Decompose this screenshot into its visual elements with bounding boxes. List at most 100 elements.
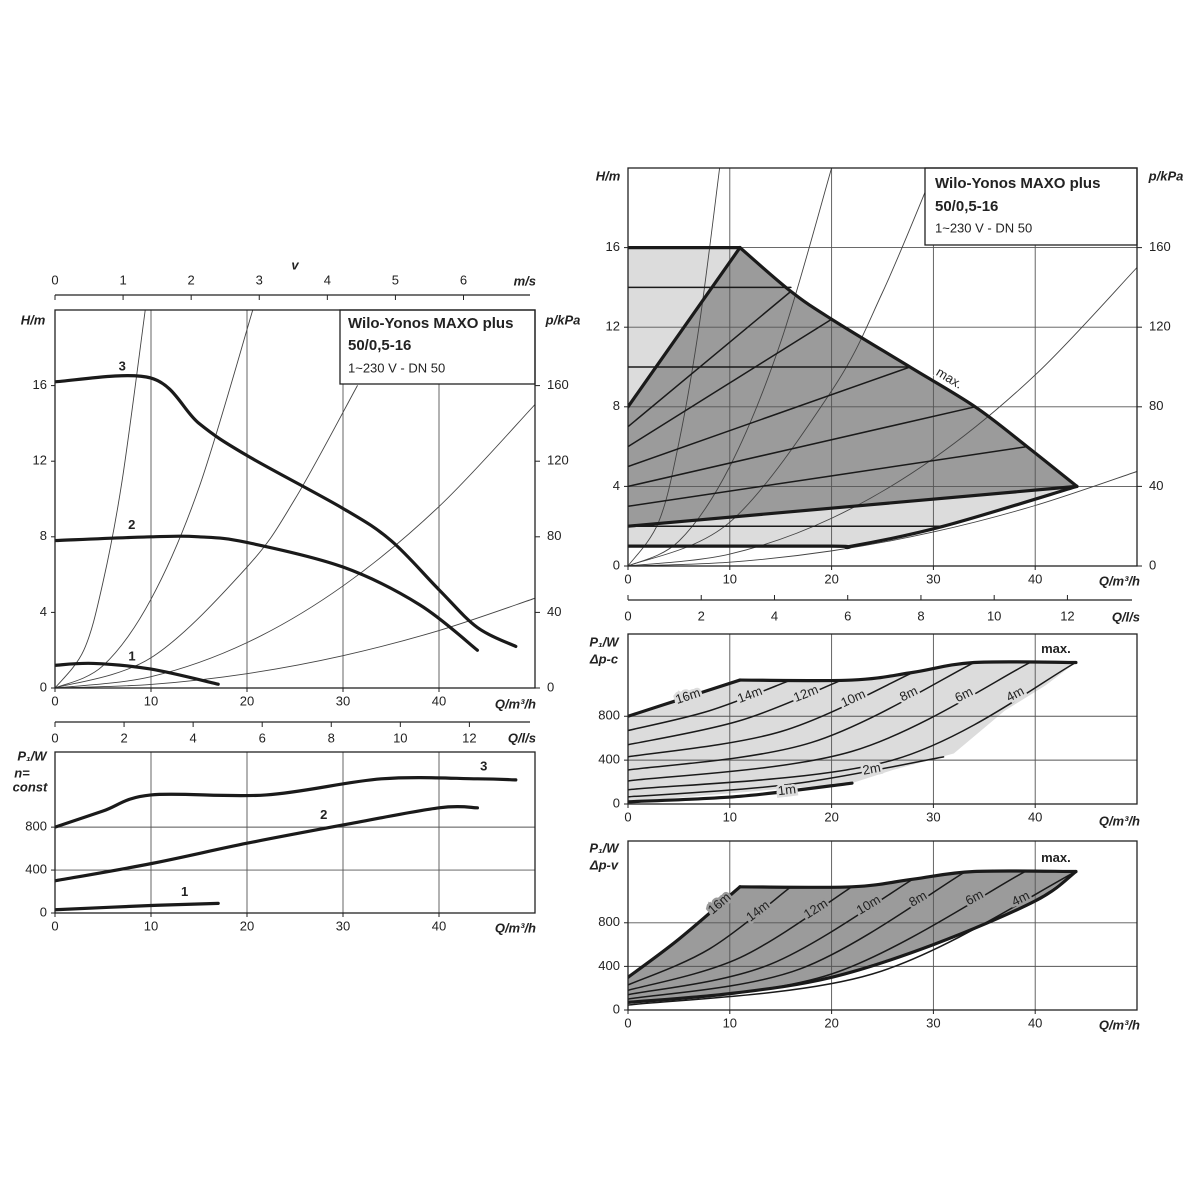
curve [628, 878, 914, 996]
plot-frame [54, 309, 536, 689]
y2-tick-label: 160 [547, 377, 569, 392]
plot-area [55, 310, 535, 688]
axis-label: Δp-v [589, 857, 619, 872]
y-tick-label: 800 [598, 914, 620, 929]
x-tick-label: 0 [624, 1015, 631, 1030]
x2-tick-label: 4 [324, 272, 331, 287]
y-tick-label: 0 [40, 904, 47, 919]
curve [628, 756, 945, 798]
line [628, 290, 792, 428]
line [55, 597, 535, 688]
curve [55, 901, 220, 912]
x2-tick-label: 4 [190, 730, 197, 745]
y2-tick-label: 40 [1149, 478, 1163, 493]
curve [628, 661, 1077, 791]
axis-label: Q/m³/h [1099, 573, 1140, 588]
y2-tick-label: 40 [547, 604, 561, 619]
x2-tick-label: 2 [120, 730, 127, 745]
x2-tick-label: 2 [188, 272, 195, 287]
line [55, 310, 146, 688]
curve [628, 661, 1031, 782]
plot-area [628, 841, 1137, 1010]
y-tick-label: 16 [33, 377, 47, 392]
curve [55, 374, 518, 649]
x-tick-label: 10 [144, 918, 158, 933]
x-tick-label: 40 [432, 918, 446, 933]
plot-area [628, 634, 1137, 804]
x2-tick-label: 12 [462, 730, 476, 745]
x-tick-label: 10 [144, 693, 158, 708]
area [628, 662, 1076, 802]
x2-tick-label: 6 [259, 730, 266, 745]
curve-label: 1 [128, 649, 135, 664]
line [628, 267, 1137, 566]
y-tick-label: 16 [606, 239, 620, 254]
axis-label: Q/m³/h [495, 696, 536, 711]
curve [628, 871, 965, 1000]
curve [55, 776, 518, 829]
x2-tick-label: 6 [844, 608, 851, 623]
curve [628, 679, 843, 746]
y-tick-label: 4 [613, 478, 620, 493]
x-tick-label: 20 [824, 809, 838, 824]
line [628, 869, 1078, 1004]
y-tick-label: 400 [25, 862, 47, 877]
y-tick-label: 12 [606, 319, 620, 334]
x2-tick-label: 8 [328, 730, 335, 745]
x-tick-label: 40 [1028, 1015, 1042, 1030]
plot-frame [54, 751, 536, 914]
curve [738, 246, 1079, 488]
curve [628, 886, 853, 992]
curve [628, 671, 914, 758]
axis-label: const [13, 779, 48, 794]
chart-title: Wilo-Yonos MAXO plus [348, 315, 513, 332]
x-tick-label: 20 [240, 693, 254, 708]
line [628, 366, 911, 468]
line [55, 310, 254, 688]
plot-area [55, 752, 535, 913]
line [628, 406, 976, 488]
y-tick-label: 8 [40, 528, 47, 543]
x-tick-label: 30 [926, 809, 940, 824]
curve [55, 534, 479, 652]
x-tick-label: 30 [926, 1015, 940, 1030]
axis-label: H/m [596, 168, 621, 183]
x2-tick-label: 4 [771, 608, 778, 623]
chart-subtitle: 1~230 V - DN 50 [935, 220, 1032, 235]
curve [628, 661, 975, 771]
curve [738, 660, 1078, 683]
y-tick-label: 8 [613, 398, 620, 413]
axis-label: Q/m³/h [1099, 813, 1140, 828]
axis-label: Q/m³/h [1099, 1017, 1140, 1032]
curve-label: max. [1041, 850, 1071, 865]
y-tick-label: 0 [613, 557, 620, 572]
curve [628, 781, 854, 804]
axis-label: Δp-c [589, 651, 619, 666]
x-tick-label: 20 [240, 918, 254, 933]
y-tick-label: 0 [613, 795, 620, 810]
x2-tick-label: 0 [624, 608, 631, 623]
area [628, 871, 1076, 1003]
x2-tick-label: 12 [1060, 608, 1074, 623]
y2-tick-label: 0 [547, 679, 554, 694]
axis-label: P₁/W [17, 748, 48, 763]
curve-label: 2 [320, 807, 327, 822]
x-tick-label: 20 [824, 571, 838, 586]
y-tick-label: 0 [40, 679, 47, 694]
y2-tick-label: 120 [1149, 319, 1171, 334]
y-tick-label: 0 [613, 1001, 620, 1016]
chart-title: Wilo-Yonos MAXO plus [935, 175, 1100, 192]
y-tick-label: 4 [40, 604, 47, 619]
curve [628, 678, 742, 718]
x2-tick-label: 2 [698, 608, 705, 623]
chart-title: 50/0,5-16 [348, 337, 411, 354]
x-tick-label: 40 [1028, 571, 1042, 586]
axis-label: n= [14, 765, 30, 780]
axis-label: Q/m³/h [495, 920, 536, 935]
axis-label: P₁/W [589, 840, 620, 855]
chart-title: 50/0,5-16 [935, 198, 998, 215]
x-tick-label: 10 [723, 1015, 737, 1030]
